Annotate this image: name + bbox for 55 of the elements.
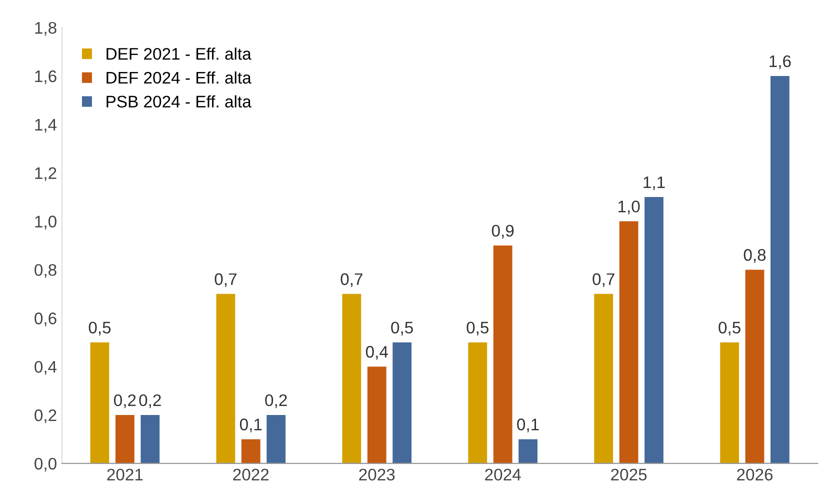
bar: [745, 270, 764, 464]
y-tick-label: 1,6: [35, 70, 56, 84]
x-tick-label: 2022: [233, 468, 269, 481]
data-label: 0,8: [744, 249, 766, 263]
data-label: 0,7: [214, 273, 236, 288]
y-tick-label: 0,2: [34, 409, 56, 424]
bar: [644, 197, 664, 464]
y-tick-label: 0,0: [34, 458, 56, 472]
x-tick-label: 2021: [107, 468, 143, 481]
bar: [90, 342, 110, 464]
x-tick-label: 2025: [611, 468, 647, 481]
y-tick-label: 0,8: [34, 264, 56, 278]
bar: [115, 414, 134, 464]
bar: [720, 342, 740, 464]
bar: [392, 342, 412, 464]
bar: [342, 294, 362, 464]
data-label: 0,4: [366, 346, 388, 360]
bar: [493, 245, 512, 464]
x-tick-label: 2024: [485, 468, 521, 481]
data-label: 1,0: [618, 200, 640, 214]
y-tick-label: 0,6: [34, 312, 56, 326]
y-tick-label: 1,0: [35, 216, 56, 230]
data-label: 1,6: [770, 55, 791, 70]
legend-label: DEF 2021 - Eff. alta: [106, 48, 252, 60]
data-label: 0,2: [265, 394, 287, 408]
data-label: 0,9: [492, 224, 514, 239]
data-label: 0,5: [88, 322, 111, 336]
bar: [367, 366, 386, 464]
bar: [266, 414, 286, 464]
y-tick-label: 1,4: [35, 118, 57, 133]
data-label: 0,7: [340, 273, 362, 288]
bar: [140, 414, 160, 464]
data-label: 0,2: [114, 394, 136, 408]
data-label: 0,5: [466, 322, 489, 336]
bar: [241, 439, 260, 464]
data-label: 0,5: [718, 322, 740, 336]
bar: [216, 294, 236, 464]
y-tick-label: 1,2: [35, 167, 56, 182]
bar: [594, 294, 614, 464]
data-label: 0,2: [139, 394, 161, 408]
legend-label: PSB 2024 - Eff. alta: [106, 95, 252, 108]
x-tick-label: 2023: [359, 468, 395, 481]
bar: [770, 76, 790, 464]
bar: [468, 342, 488, 464]
y-tick-label: 0,4: [34, 360, 57, 375]
data-label: 0,7: [592, 273, 614, 288]
bar: [619, 221, 638, 464]
data-label: 1,1: [644, 176, 665, 190]
data-label: 0,1: [240, 418, 262, 432]
x-tick-label: 2026: [737, 468, 773, 481]
data-label: 0,5: [391, 322, 413, 336]
y-tick-label: 1,8: [35, 22, 56, 36]
bar: [518, 439, 538, 464]
data-label: 0,1: [517, 418, 539, 432]
legend-label: DEF 2024 - Eff. alta: [106, 71, 252, 84]
